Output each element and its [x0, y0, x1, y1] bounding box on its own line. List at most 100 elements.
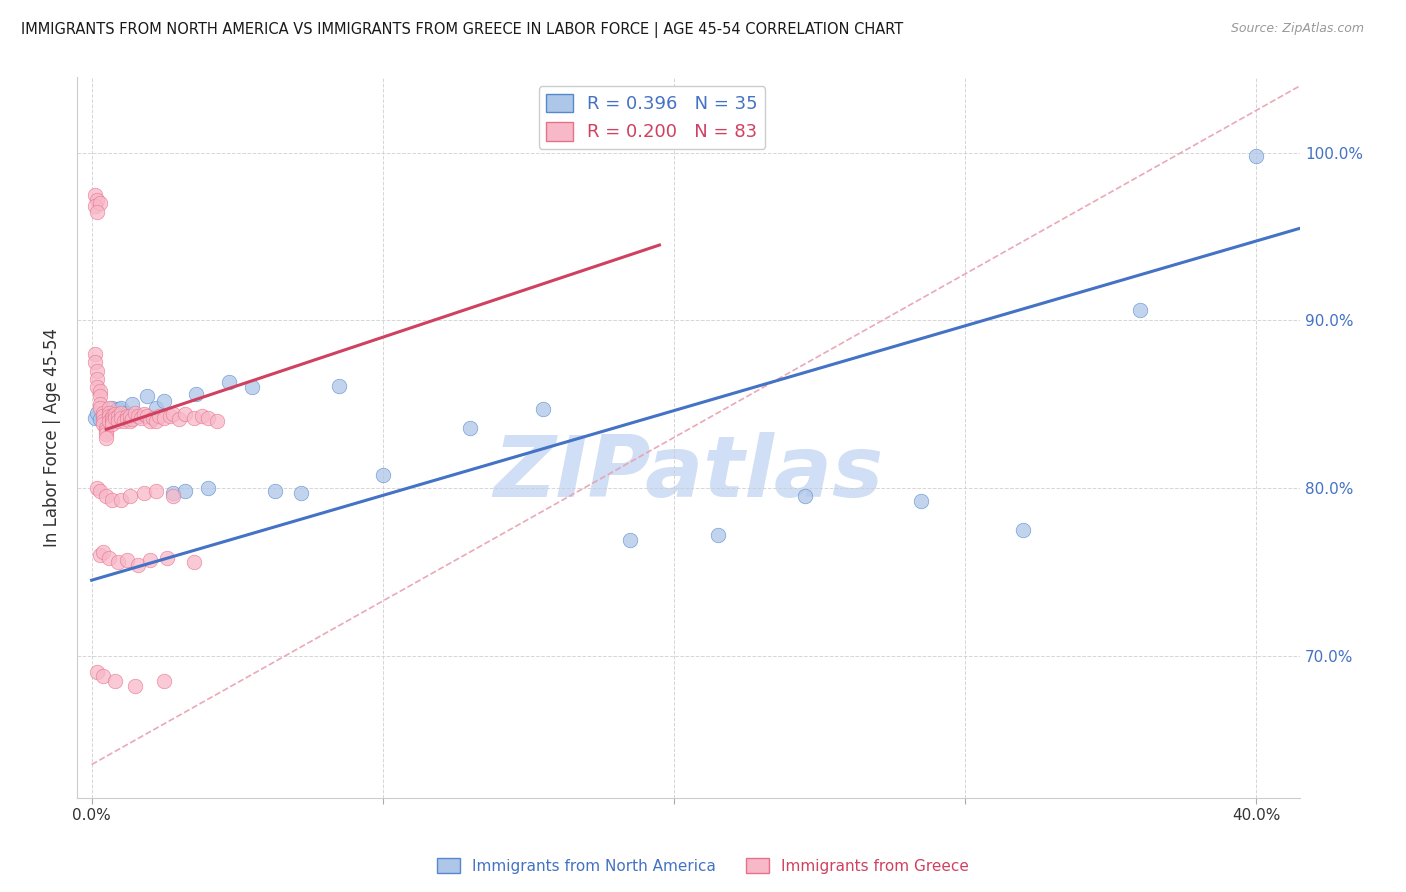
Point — [264, 484, 287, 499]
Point — [118, 490, 141, 504]
Point — [110, 410, 132, 425]
Point — [145, 401, 167, 415]
Point — [89, 401, 111, 415]
Point — [101, 409, 124, 423]
Point — [89, 412, 111, 426]
Point — [101, 401, 124, 415]
Text: Source: ZipAtlas.com: Source: ZipAtlas.com — [1230, 22, 1364, 36]
Point — [458, 420, 481, 434]
Point — [86, 665, 108, 680]
Point — [101, 410, 124, 425]
Point — [121, 397, 143, 411]
Point — [110, 406, 132, 420]
Point — [197, 410, 219, 425]
Point — [107, 409, 129, 423]
Point — [91, 409, 114, 423]
Point — [89, 484, 111, 499]
Point — [83, 355, 105, 369]
Point — [91, 417, 114, 432]
Point — [162, 486, 184, 500]
Point — [619, 533, 641, 547]
Point — [328, 379, 350, 393]
Y-axis label: In Labor Force | Age 45-54: In Labor Force | Age 45-54 — [44, 328, 60, 548]
Point — [104, 407, 127, 421]
Point — [83, 410, 105, 425]
Point — [173, 407, 195, 421]
Point — [98, 409, 121, 423]
Point — [86, 372, 108, 386]
Point — [91, 669, 114, 683]
Point — [148, 409, 170, 423]
Text: ZIPatlas: ZIPatlas — [494, 433, 884, 516]
Point — [794, 490, 817, 504]
Point — [96, 424, 118, 438]
Legend: R = 0.396   N = 35, R = 0.200   N = 83: R = 0.396 N = 35, R = 0.200 N = 83 — [538, 87, 765, 149]
Point — [96, 414, 118, 428]
Point — [98, 406, 121, 420]
Point — [183, 555, 205, 569]
Point — [167, 412, 190, 426]
Point — [98, 551, 121, 566]
Point — [156, 551, 179, 566]
Point — [96, 420, 118, 434]
Point — [115, 406, 138, 420]
Point — [112, 414, 135, 428]
Point — [101, 492, 124, 507]
Point — [115, 553, 138, 567]
Point — [98, 414, 121, 428]
Point — [1129, 303, 1152, 318]
Point — [186, 387, 208, 401]
Point — [1246, 149, 1268, 163]
Point — [86, 481, 108, 495]
Point — [159, 409, 181, 423]
Point — [91, 414, 114, 428]
Point — [153, 410, 176, 425]
Point — [107, 414, 129, 428]
Point — [183, 410, 205, 425]
Legend: Immigrants from North America, Immigrants from Greece: Immigrants from North America, Immigrant… — [430, 852, 976, 880]
Point — [124, 679, 146, 693]
Point — [132, 407, 155, 421]
Point — [531, 402, 554, 417]
Point — [98, 407, 121, 421]
Point — [83, 187, 105, 202]
Point — [124, 406, 146, 420]
Point — [89, 389, 111, 403]
Point — [91, 409, 114, 423]
Point — [118, 409, 141, 423]
Point — [706, 528, 728, 542]
Point — [83, 199, 105, 213]
Point — [127, 558, 149, 573]
Point — [127, 409, 149, 423]
Point — [145, 484, 167, 499]
Point — [104, 673, 127, 688]
Point — [136, 389, 159, 403]
Point — [89, 196, 111, 211]
Point — [145, 414, 167, 428]
Point — [91, 406, 114, 420]
Point — [96, 490, 118, 504]
Point — [132, 486, 155, 500]
Point — [139, 553, 162, 567]
Point — [86, 193, 108, 207]
Point — [83, 347, 105, 361]
Point — [240, 380, 263, 394]
Point — [91, 545, 114, 559]
Point — [162, 490, 184, 504]
Point — [86, 406, 108, 420]
Point — [115, 409, 138, 423]
Point — [173, 484, 195, 499]
Point — [104, 410, 127, 425]
Point — [162, 407, 184, 421]
Point — [89, 397, 111, 411]
Point — [139, 414, 162, 428]
Point — [191, 409, 214, 423]
Point — [101, 417, 124, 432]
Point — [86, 204, 108, 219]
Point — [371, 467, 394, 482]
Point — [197, 481, 219, 495]
Point — [121, 412, 143, 426]
Point — [910, 494, 932, 508]
Point — [107, 402, 129, 417]
Point — [1012, 523, 1035, 537]
